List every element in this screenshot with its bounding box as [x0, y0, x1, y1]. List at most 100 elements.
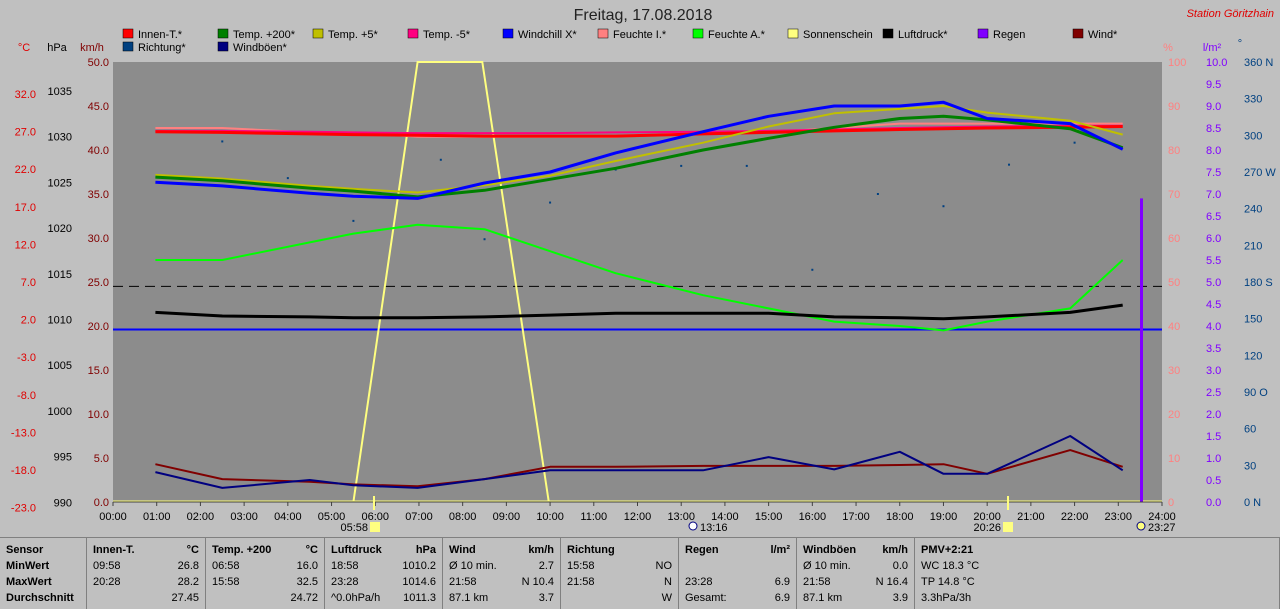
stats-value: NO: [655, 560, 673, 572]
x-tick-label: 13:00: [667, 511, 695, 523]
rain-tick-label: 1.0: [1206, 453, 1221, 465]
stats-time: 3.3hPa/3h: [921, 592, 972, 604]
legend-swatch: [977, 28, 989, 39]
column-name: Innen-T.: [93, 544, 135, 556]
humidity-tick-label: 70: [1168, 189, 1180, 201]
stats-table: Sensor MinWert MaxWert Durchschnitt Innen-T.…: [0, 537, 1280, 609]
stats-value: 1014.6: [402, 576, 436, 588]
column-header: Regen l/m²: [685, 542, 790, 558]
temp-tick-label: -23.0: [11, 503, 36, 515]
stats-time: WC 18.3 °C: [921, 560, 980, 572]
stats-time: ^0.0hPa/h: [331, 592, 381, 604]
stats-row: 23:28 1014.6: [331, 574, 436, 590]
x-tick-label: 19:00: [930, 511, 958, 523]
stats-row: Ø 10 min. 2.7: [449, 558, 554, 574]
stats-row: TP 14.8 °C: [921, 574, 1273, 590]
axis-units: °C hPa km/h% l/m² °: [18, 38, 1242, 54]
x-tick-label: 21:00: [1017, 511, 1045, 523]
stats-time: 87.1 km: [803, 592, 843, 604]
stats-row: [685, 558, 790, 574]
legend-label: Feuchte A.*: [708, 29, 766, 41]
stats-column: PMV+2:21 WC 18.3 °C TP 14.8 °C 3.3hPa/3h: [915, 538, 1280, 609]
legend-swatch: [217, 28, 229, 39]
temp-tick-label: -3.0: [17, 352, 36, 364]
legend-label: Feuchte I.*: [613, 29, 667, 41]
wind-tick-label: 35.0: [88, 189, 109, 201]
humidity-tick-label: 40: [1168, 321, 1180, 333]
humidity-tick-label: 10: [1168, 453, 1180, 465]
series-line-luftdruck-: [155, 303, 1123, 321]
humidity-axis-unit: %: [1163, 42, 1173, 54]
stats-time: 15:58: [567, 560, 595, 572]
sunset-icon: [1003, 522, 1013, 532]
row-label: MinWert: [6, 560, 50, 572]
rain-tick-label: 2.5: [1206, 387, 1221, 399]
rain-tick-label: 4.0: [1206, 321, 1221, 333]
stats-row: WC 18.3 °C: [921, 558, 1273, 574]
pressure-tick-label: 1035: [48, 86, 72, 98]
stats-value: 1010.2: [402, 560, 436, 572]
x-tick-label: 07:00: [405, 511, 433, 523]
direction-point: [1008, 163, 1011, 166]
wind-axis-unit: km/h: [80, 42, 104, 54]
noon-icon: [688, 521, 698, 531]
stats-row: W: [567, 590, 672, 606]
direction-tick-label: 210: [1244, 240, 1262, 252]
stats-column: Temp. +200 °C 06:58 16.0 15:58 32.5 24.72: [206, 538, 325, 609]
stats-value: 3.7: [538, 592, 554, 604]
direction-axis-unit: °: [1238, 38, 1242, 50]
column-name: Luftdruck: [331, 544, 382, 556]
direction-tick-label: 150: [1244, 314, 1262, 326]
series-line-innen-t-: [155, 125, 1123, 138]
rain-tick-label: 2.0: [1206, 409, 1221, 421]
direction-tick-label: 30: [1244, 460, 1256, 472]
direction-point: [942, 205, 945, 208]
legend-swatch: [312, 28, 324, 39]
station-name: Station Göritzhain: [1187, 8, 1274, 20]
x-tick-label: 16:00: [799, 511, 827, 523]
column-unit: hPa: [415, 544, 436, 556]
column-unit: °C: [305, 544, 318, 556]
legend-label: Temp. +200*: [233, 29, 296, 41]
stats-value: N: [664, 576, 672, 588]
sunshine-line: [352, 61, 550, 503]
wind-tick-label: 20.0: [88, 321, 109, 333]
stats-row: 21:58 N: [567, 574, 672, 590]
direction-tick-label: 240: [1244, 204, 1262, 216]
column-header: Temp. +200 °C: [212, 542, 318, 558]
rain-tick-label: 3.5: [1206, 343, 1221, 355]
stats-row: 27.45: [93, 590, 199, 606]
rain-tick-label: 9.5: [1206, 79, 1221, 91]
rain-tick-label: 4.5: [1206, 299, 1221, 311]
direction-tick-label: 270 W: [1244, 167, 1276, 179]
legend-label: Temp. +5*: [328, 29, 379, 41]
column-unit: km/h: [882, 544, 908, 556]
moon-time: 23:27: [1148, 522, 1176, 534]
direction-tick-label: 0 N: [1244, 497, 1261, 509]
stats-value: 24.72: [290, 592, 318, 604]
temp-tick-label: -13.0: [11, 427, 36, 439]
direction-point: [221, 140, 224, 143]
legend-swatch: [1072, 28, 1084, 39]
direction-tick-label: 90 O: [1244, 387, 1268, 399]
rain-axis-unit: l/m²: [1203, 42, 1222, 54]
direction-point: [439, 158, 442, 161]
rain-tick-label: 9.0: [1206, 101, 1221, 113]
rain-tick-label: 1.5: [1206, 431, 1221, 443]
row-label: MaxWert: [6, 576, 52, 588]
x-tick-label: 00:00: [99, 511, 127, 523]
direction-point: [352, 219, 355, 222]
x-tick-label: 20:00: [973, 511, 1001, 523]
humidity-tick-label: 90: [1168, 101, 1180, 113]
rain-tick-label: 8.5: [1206, 123, 1221, 135]
sunrise-icon: [370, 522, 380, 532]
stats-time: 23:28: [331, 576, 359, 588]
legend-label: Windchill X*: [518, 29, 577, 41]
legend-label: Sonnenschein: [803, 29, 873, 41]
wind-tick-label: 10.0: [88, 409, 109, 421]
sunrise-time: 05:58: [340, 522, 368, 534]
stats-value: 3.9: [892, 592, 908, 604]
x-tick-label: 15:00: [755, 511, 783, 523]
rain-tick-label: 8.0: [1206, 145, 1221, 157]
column-unit: °C: [186, 544, 199, 556]
